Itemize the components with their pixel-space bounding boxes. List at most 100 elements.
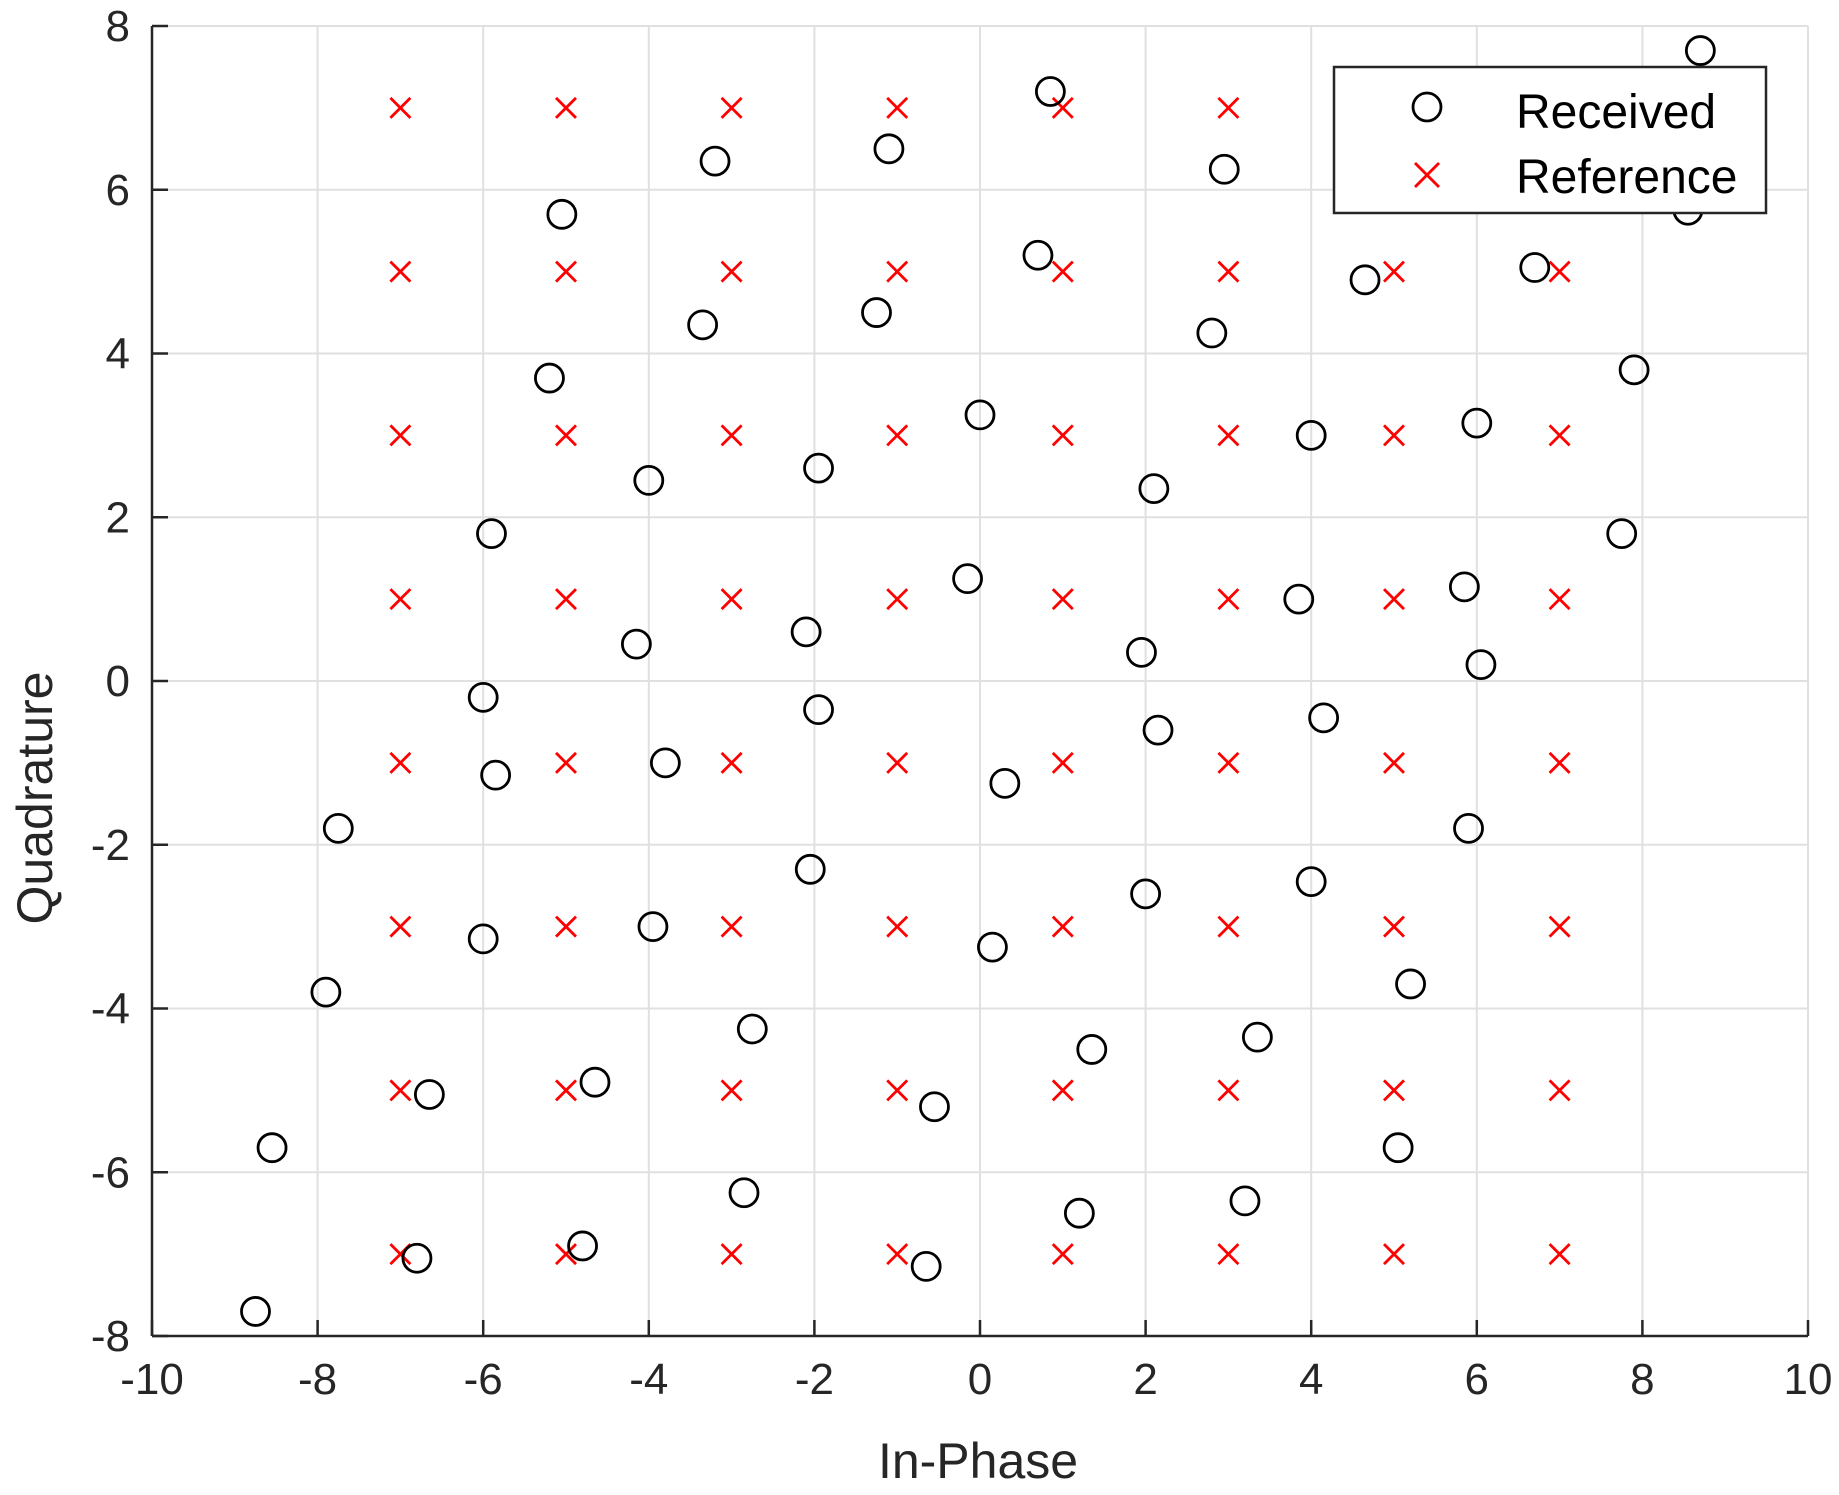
legend-reference-marker (1414, 162, 1440, 188)
received-point (794, 853, 826, 885)
reference-point (555, 424, 577, 447)
received-point (649, 747, 681, 779)
received-point (1295, 419, 1327, 451)
reference-point (1217, 96, 1240, 119)
received-point (1461, 407, 1493, 439)
reference-point (389, 751, 412, 774)
reference-point (1548, 588, 1571, 611)
received-point (637, 911, 669, 943)
received-point (1349, 264, 1381, 296)
x-tick-label: -2 (795, 1355, 834, 1404)
received-point (964, 399, 996, 431)
reference-point (389, 915, 412, 938)
x-tick-label: -6 (464, 1355, 503, 1404)
axes (150, 24, 1810, 1338)
reference-point (555, 96, 577, 119)
received-point (861, 297, 892, 328)
received-point (687, 309, 719, 341)
received-point (256, 1132, 288, 1164)
reference-point (389, 588, 412, 611)
received-point (1519, 252, 1551, 283)
received-point (1034, 76, 1066, 107)
received-point (1126, 636, 1157, 668)
received-point (534, 362, 565, 394)
received-point (1196, 317, 1228, 349)
received-point (1453, 812, 1484, 844)
x-tick-label: 2 (1133, 1355, 1157, 1404)
reference-point (389, 260, 412, 283)
x-axis-label: In-Phase (878, 1433, 1078, 1489)
legend-reference-label: Reference (1516, 151, 1737, 204)
reference-point (555, 915, 577, 938)
y-tick-label: -8 (91, 1312, 130, 1361)
reference-point (1051, 751, 1074, 774)
reference-point (720, 260, 743, 283)
received-point (1465, 649, 1497, 681)
reference-point (720, 424, 743, 447)
reference-point (720, 588, 743, 611)
received-point (919, 1091, 950, 1123)
received-point (1308, 702, 1340, 734)
reference-point (886, 751, 909, 774)
x-tick-label: -4 (629, 1355, 668, 1404)
received-point (1142, 714, 1174, 746)
reference-point (1217, 751, 1240, 774)
reference-point (720, 915, 743, 938)
reference-point (1548, 424, 1571, 447)
reference-point (1383, 260, 1405, 283)
received-point (467, 681, 499, 713)
received-point (910, 1251, 942, 1282)
received-point (736, 1013, 768, 1045)
x-tick-label: 0 (968, 1355, 992, 1404)
reference-point (886, 96, 909, 119)
legend-received-marker (1411, 91, 1443, 123)
y-tick-label: 0 (106, 657, 130, 706)
reference-point (1548, 751, 1571, 774)
received-point (803, 694, 834, 726)
reference-point (555, 751, 577, 774)
reference-point (1383, 424, 1405, 447)
received-point (699, 145, 731, 177)
received-point (480, 759, 512, 791)
reference-point (1548, 1079, 1571, 1102)
received-point (1241, 1021, 1273, 1053)
received-point (1063, 1197, 1095, 1229)
reference-point (886, 1243, 909, 1266)
reference-point (1383, 1079, 1405, 1102)
reference-point (1217, 1079, 1240, 1102)
reference-point (1548, 1243, 1571, 1266)
reference-point (886, 1079, 909, 1102)
x-tick-label: 6 (1465, 1355, 1489, 1404)
reference-point (1383, 915, 1405, 938)
reference-point (555, 588, 577, 611)
reference-point (1217, 1243, 1240, 1266)
reference-point (555, 1079, 577, 1102)
received-point (633, 465, 665, 496)
reference-point (1217, 424, 1240, 447)
received-point (989, 767, 1021, 799)
y-tick-label: -2 (91, 821, 130, 870)
received-point (1022, 239, 1054, 271)
received-point (546, 198, 578, 230)
reference-point (1217, 260, 1240, 283)
received-point (1076, 1034, 1108, 1065)
reference-point (1548, 915, 1571, 938)
reference-point (389, 96, 412, 119)
x-tick-label: 8 (1630, 1355, 1654, 1404)
received-point (1229, 1185, 1261, 1217)
reference-point (389, 1079, 412, 1102)
received-point (1684, 35, 1716, 66)
received-point (579, 1066, 611, 1098)
received-point (977, 931, 1008, 963)
legend: Received Reference (1332, 65, 1768, 215)
reference-point (720, 96, 743, 119)
received-point (620, 628, 652, 660)
received-point (567, 1230, 598, 1262)
received-point (952, 563, 983, 595)
y-tick-label: -4 (91, 985, 130, 1034)
reference-point (1051, 915, 1074, 938)
legend-box (1332, 65, 1768, 215)
y-tick-label: 6 (106, 166, 130, 215)
